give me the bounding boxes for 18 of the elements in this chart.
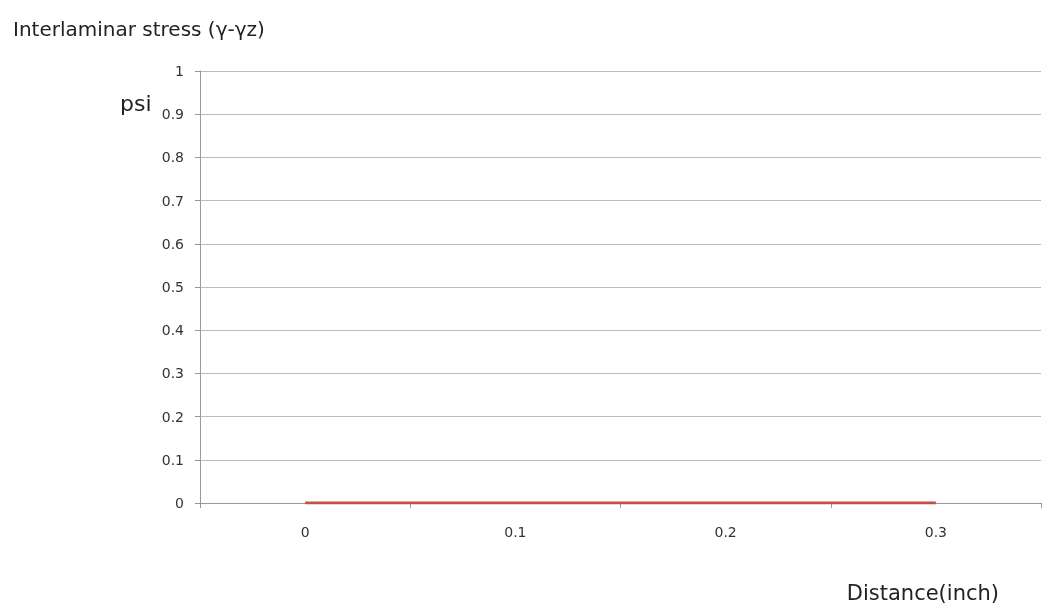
y-tick-label: 0.2 [161, 408, 184, 425]
y-axis-title: psi [120, 90, 152, 116]
y-tick-label: 0.5 [161, 279, 184, 295]
y-tick-label: 0.9 [161, 106, 184, 123]
y-tick-label: 0.1 [161, 451, 184, 468]
y-tick-label: 0.3 [161, 365, 184, 382]
y-tick-label: 1 [175, 63, 184, 79]
y-tick-label: 0.4 [161, 322, 185, 339]
y-tick-label: 0 [175, 495, 184, 511]
x-axis-title: Distance(inch) [846, 580, 1000, 605]
x-tick-label: 0.3 [924, 524, 948, 540]
x-tick-label: 0 [300, 524, 310, 540]
y-tick-label: 0.7 [161, 192, 184, 209]
x-tick-label: 0.1 [504, 524, 527, 540]
y-tick-label: 0.8 [161, 149, 184, 166]
x-tick-label: 0.2 [714, 524, 737, 540]
chart-title: Interlaminar stress (γ-γz) [13, 17, 265, 41]
y-tick-label: 0.6 [161, 235, 185, 252]
